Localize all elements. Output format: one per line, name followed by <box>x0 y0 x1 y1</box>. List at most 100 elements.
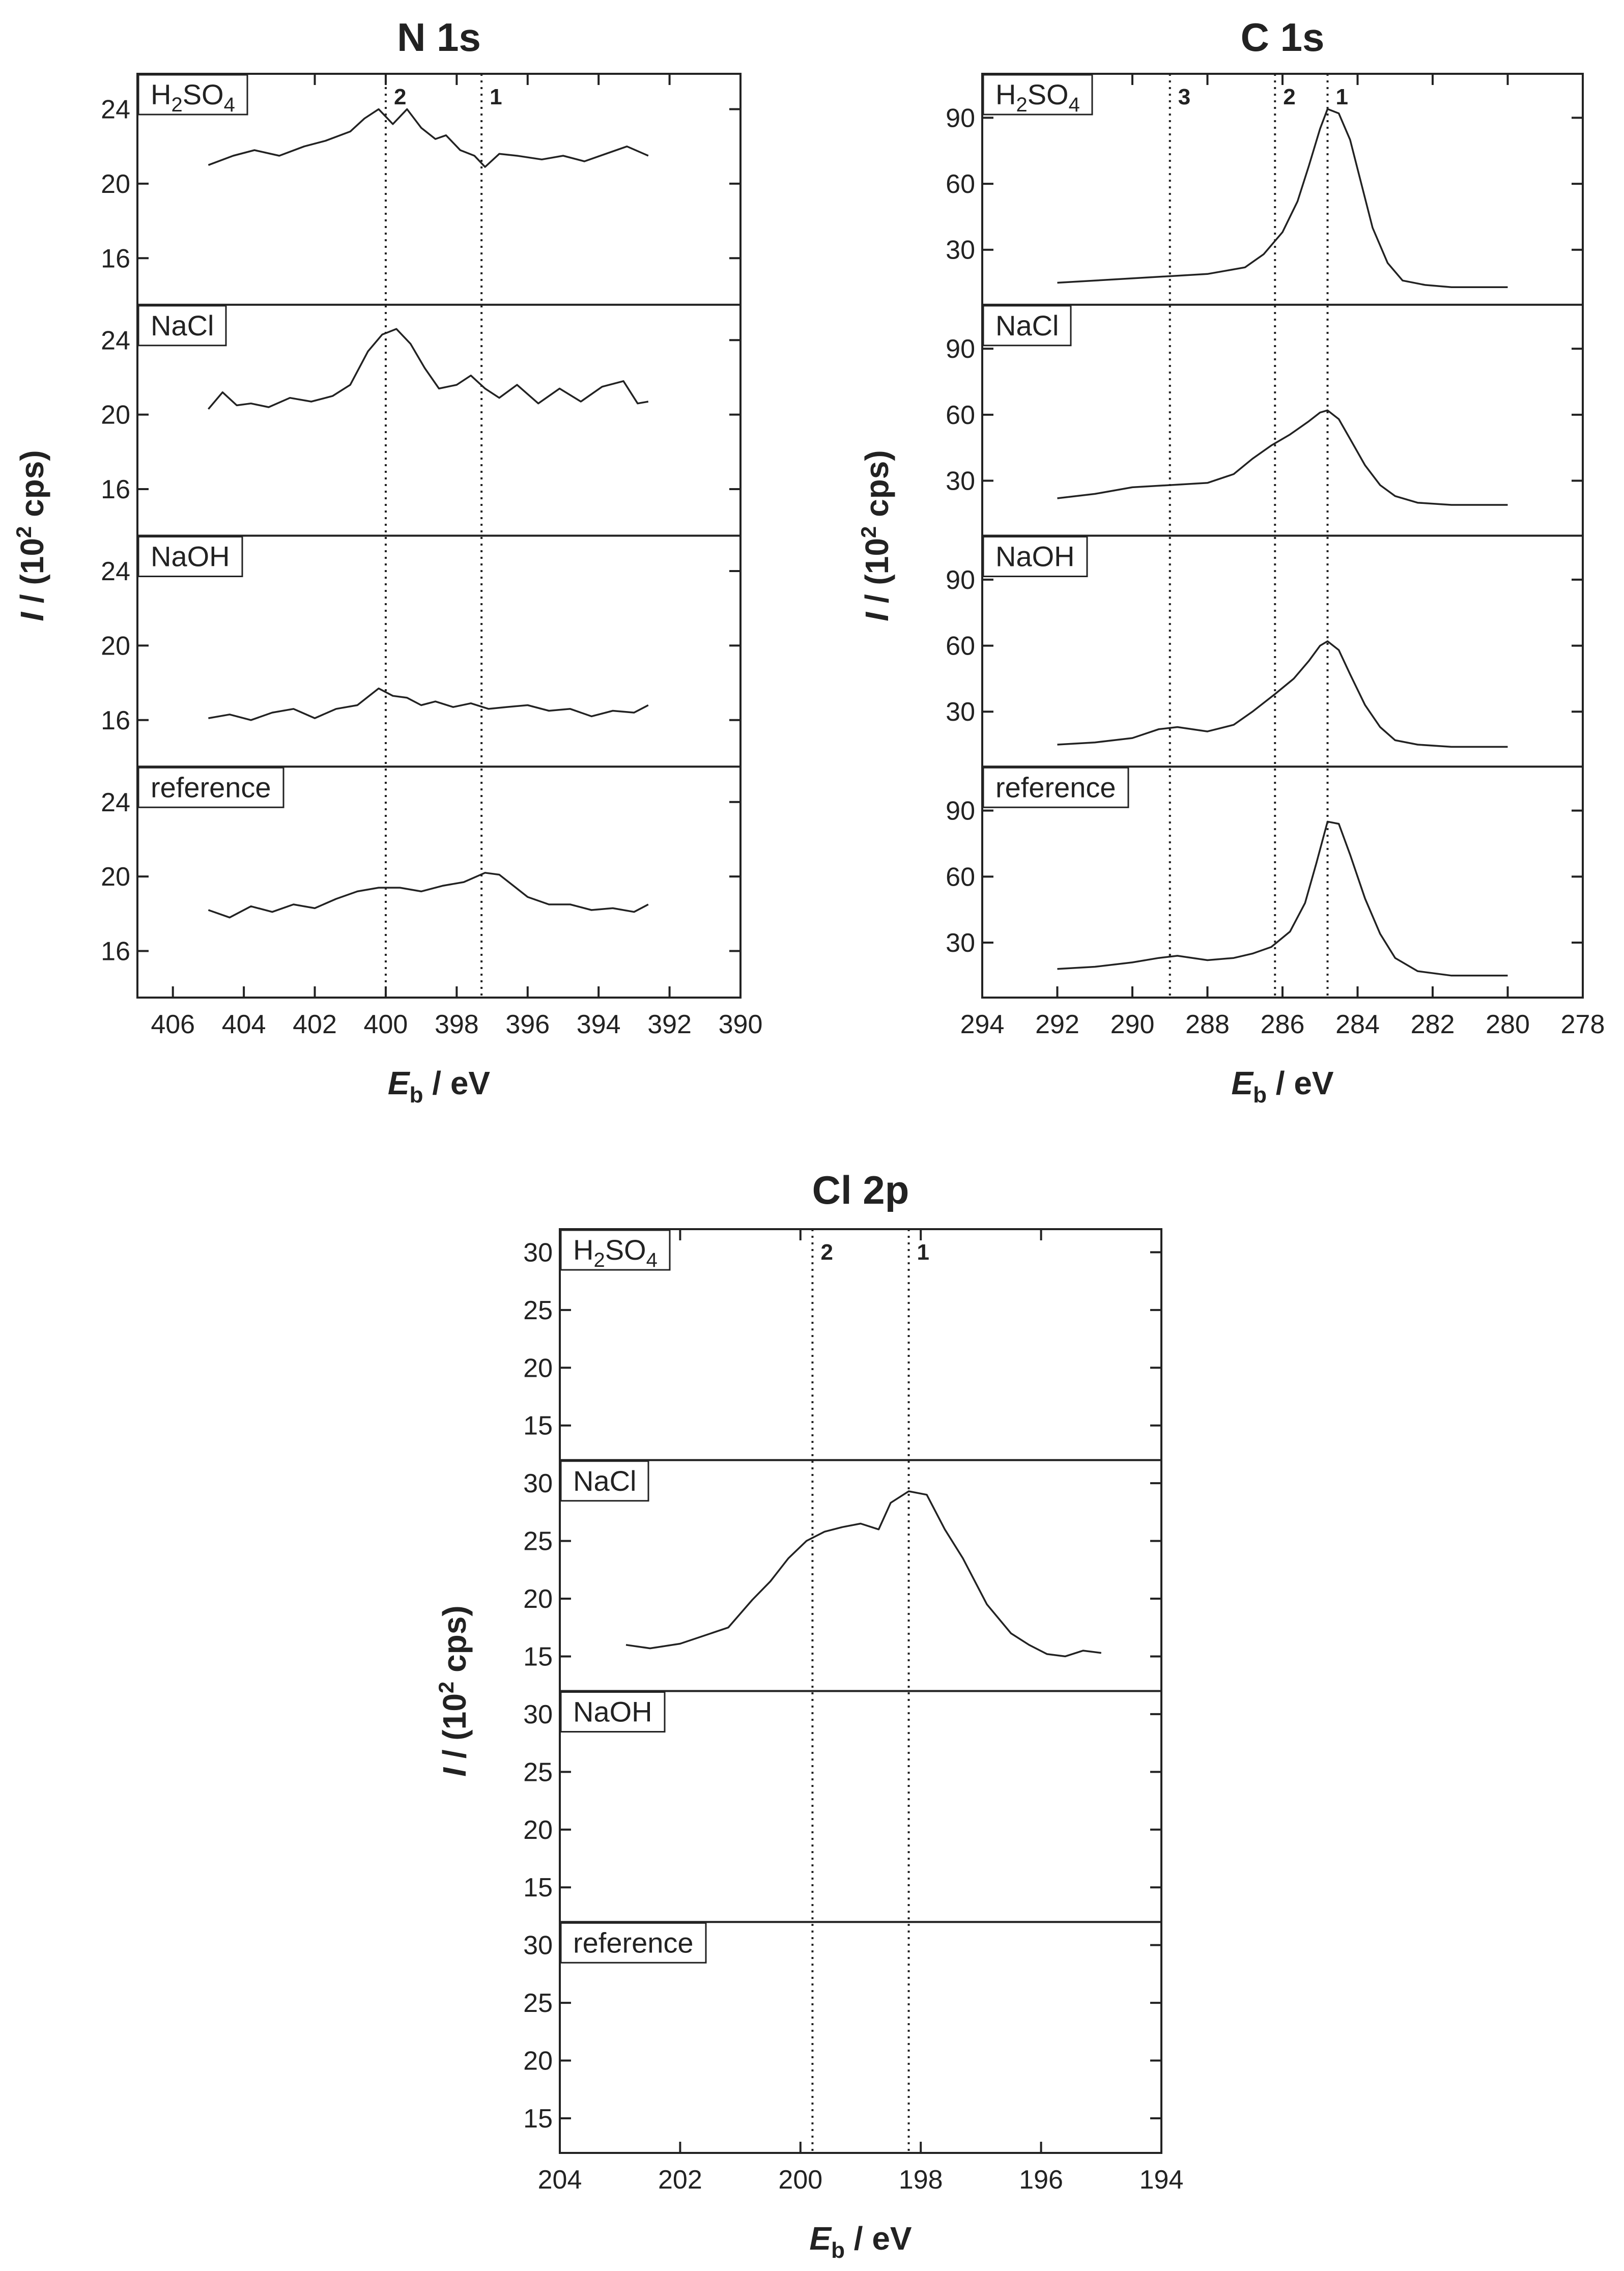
chart1-reference-label-2: 2 <box>1283 84 1295 109</box>
chart0-y-tick-label: 20 <box>101 169 130 199</box>
chart2-x-axis-label-subscript: b <box>831 2238 845 2263</box>
chart0-x-tick-label: 402 <box>293 1010 337 1039</box>
chart0-x-tick-label: 390 <box>719 1010 763 1039</box>
chart2-y-tick-label: 15 <box>523 1873 553 1903</box>
chart2-y-tick-label: 25 <box>523 1757 553 1787</box>
chart0-x-tick-label: 398 <box>435 1010 479 1039</box>
chart2-y-axis-label-part: cps) <box>436 1605 473 1681</box>
chart0-y-tick-label: 20 <box>101 631 130 661</box>
chart2-y-axis-label: I / (102 cps) <box>434 1605 473 1776</box>
chart1-x-tick-label: 282 <box>1411 1010 1455 1039</box>
chart1-sample-label-part: H <box>995 78 1016 110</box>
chart1-sample-label-subscript: 4 <box>1069 94 1080 116</box>
chart1-y-axis-label-part: I <box>859 612 895 621</box>
chart1-x-tick-label: 290 <box>1110 1010 1155 1039</box>
chart2-x-tick-label: 204 <box>538 2165 582 2195</box>
chart2-y-axis-label-superscript: 2 <box>434 1682 458 1693</box>
chart0-sample-label-box-h2so4 <box>137 74 248 116</box>
chart0-y-tick-label: 24 <box>101 95 130 125</box>
chart2-y-tick-label: 20 <box>523 2047 553 2076</box>
chart1-sample-label-box-nacl <box>982 305 1072 347</box>
chart1-x-axis-label-subscript: b <box>1253 1083 1267 1108</box>
chart1-y-tick-label: 60 <box>946 632 975 661</box>
chart0-x-tick-label: 406 <box>151 1010 195 1039</box>
chart0-sample-label-naoh: NaOH <box>151 541 230 573</box>
chart1-y-tick-label: 90 <box>946 103 975 133</box>
chart0-sample-label-part: SO <box>183 78 224 110</box>
chart2-x-tick-label: 196 <box>1019 2165 1063 2195</box>
chart0-series-naoh <box>208 687 649 721</box>
chart2-title: Cl 2p <box>812 1168 909 1212</box>
chart0-y-tick-label: 16 <box>101 937 130 967</box>
chart2-reference-label-2: 2 <box>820 1240 833 1265</box>
chart2-x-tick-label: 200 <box>778 2165 822 2195</box>
chart1-series-naoh <box>1057 640 1508 748</box>
chart0-reference-label-1: 1 <box>490 84 502 109</box>
chart1-x-axis-label-part: / eV <box>1267 1065 1334 1101</box>
chart0-y-axis-label-part: cps) <box>14 450 50 526</box>
chart0-x-tick-label: 400 <box>364 1010 408 1039</box>
chart1-title: C 1s <box>1241 15 1325 60</box>
chart1-sample-label-naoh: NaOH <box>995 541 1075 573</box>
chart2-sample-label-box-reference <box>560 1922 707 1964</box>
chart0-x-tick-label: 394 <box>577 1010 621 1039</box>
chart2-sample-label-nacl: NaCl <box>573 1465 636 1497</box>
chart2-y-tick-label: 15 <box>523 2104 553 2134</box>
chart2-sample-label-part: H <box>573 1234 593 1266</box>
chart0-sample-label-box-reference <box>137 767 284 808</box>
chart0-y-tick-label: 20 <box>101 862 130 892</box>
chart1-y-axis-label-part: / (10 <box>859 538 895 612</box>
chart1-x-tick-label: 286 <box>1261 1010 1305 1039</box>
chart1-y-tick-label: 30 <box>946 466 975 496</box>
chart2-sample-label-naoh: NaOH <box>573 1696 652 1728</box>
chart1-y-tick-label: 90 <box>946 565 975 595</box>
chart0-y-tick-label: 24 <box>101 557 130 586</box>
chart1-sample-label-h2so4: H2SO4 <box>995 78 1080 116</box>
chart1-x-tick-label: 292 <box>1035 1010 1079 1039</box>
chart0-x-axis-label-part: / eV <box>423 1065 490 1101</box>
chart2-sample-label-reference: reference <box>573 1926 694 1958</box>
chart1-x-axis-label-part: E <box>1231 1065 1254 1101</box>
chart0-y-tick-label: 16 <box>101 244 130 273</box>
chart1-y-tick-label: 30 <box>946 928 975 958</box>
chart2-sample-label-subscript: 2 <box>593 1249 605 1271</box>
chart2-y-tick-label: 25 <box>523 1989 553 2018</box>
chart0-sample-label-subscript: 2 <box>171 94 182 116</box>
chart2-y-axis-label-part: / (10 <box>436 1693 473 1768</box>
chart1-sample-label-box-reference <box>982 767 1129 808</box>
chart0-x-tick-label: 392 <box>647 1010 692 1039</box>
chart1-sample-label-subscript: 2 <box>1016 94 1027 116</box>
chart1-y-axis-label-part: cps) <box>859 450 895 526</box>
chart0-reference-label-2: 2 <box>394 84 406 109</box>
chart1-series-h2so4 <box>1057 108 1508 288</box>
chart2-x-axis-label: Eb / eV <box>809 2220 912 2263</box>
chart2-y-tick-label: 20 <box>523 1815 553 1845</box>
chart1-sample-label-nacl: NaCl <box>995 309 1059 342</box>
chart2-sample-label-subscript: 4 <box>646 1249 658 1271</box>
chart0-x-tick-label: 396 <box>505 1010 550 1039</box>
chart2-y-tick-label: 30 <box>523 1238 553 1267</box>
chart1-x-tick-label: 294 <box>960 1010 1005 1039</box>
chart0-y-axis-label-part: I <box>14 612 50 621</box>
chart0-y-axis-label-part: / (10 <box>14 538 50 612</box>
chart1-sample-label-box-naoh <box>982 536 1088 577</box>
chart1-y-tick-label: 30 <box>946 697 975 727</box>
chart0-series-nacl <box>208 328 649 410</box>
chart0-y-tick-label: 24 <box>101 788 130 817</box>
chart1-x-tick-label: 284 <box>1335 1010 1380 1039</box>
chart2-sample-label-box-naoh <box>560 1691 666 1733</box>
chart2-x-axis-label-part: / eV <box>845 2220 912 2257</box>
chart2-y-tick-label: 15 <box>523 1642 553 1671</box>
chart1-y-tick-label: 90 <box>946 334 975 364</box>
chart1-y-tick-label: 90 <box>946 797 975 826</box>
chart1-sample-label-reference: reference <box>995 771 1116 803</box>
chart2-y-tick-label: 25 <box>523 1296 553 1325</box>
chart2-y-tick-label: 30 <box>523 1469 553 1498</box>
chart1-y-tick-label: 60 <box>946 169 975 199</box>
chart0-sample-label-subscript: 4 <box>224 94 235 116</box>
chart0-sample-label-box-nacl <box>137 305 227 347</box>
chart1-y-tick-label: 60 <box>946 862 975 892</box>
